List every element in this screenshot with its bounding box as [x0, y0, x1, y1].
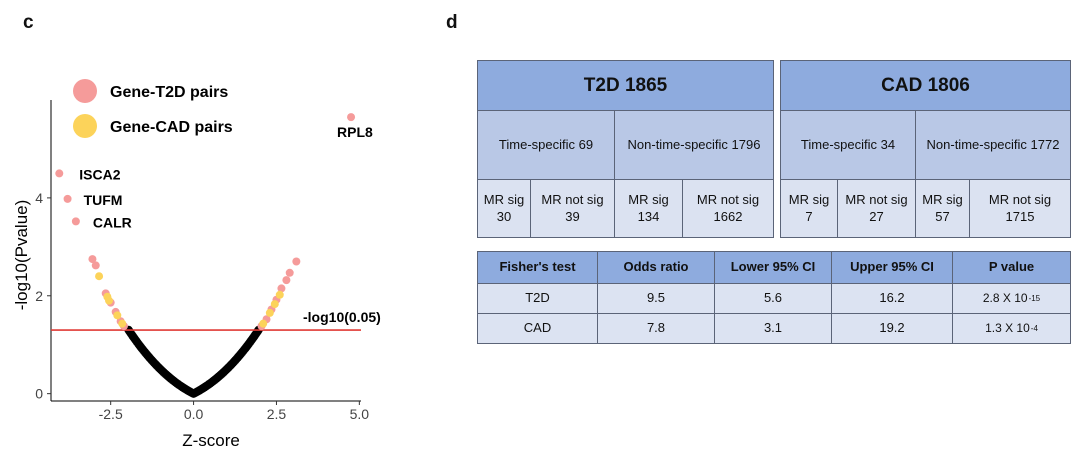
fisher-t2d-pvalue-base: 2.8 X 10: [982, 291, 1028, 305]
panel-label-c: c: [23, 12, 34, 33]
t2d-non-time-specific: Non-time-specific 1796: [614, 110, 774, 180]
cad-table: CAD 1806 Time-specific 34 Non-time-speci…: [780, 60, 1071, 238]
cad-nts-mr-sig: MR sig 57: [915, 179, 970, 238]
labeled-point: [347, 113, 356, 122]
t2d-point: [285, 268, 294, 277]
x-tick-label: 2.5: [267, 406, 287, 422]
t2d-table: T2D 1865 Time-specific 69 Non-time-speci…: [477, 60, 774, 238]
point-label: RPL8: [337, 124, 373, 140]
cad-point: [118, 319, 127, 328]
t2d-nts-mr-not-sig: MR not sig 1662: [682, 179, 774, 238]
cad-nts-mr-not-sig: MR not sig 1715: [969, 179, 1071, 238]
fisher-cad-pvalue-base: 1.3 X 10: [985, 321, 1030, 335]
fisher-header-lower: Lower 95% CI: [714, 251, 832, 284]
cad-point: [105, 296, 114, 305]
volcano-plot: -2.5 0.0 2.5 5.0 0 2 4 Z-score -log10(Pvalue) -lo…: [12, 79, 381, 450]
cad-non-time-specific: Non-time-specific 1772: [915, 110, 1071, 180]
threshold-label: -log10(0.05): [303, 309, 381, 325]
fisher-cad-test: CAD: [477, 313, 598, 344]
fisher-t2d-test: T2D: [477, 283, 598, 314]
y-tick-label: 0: [35, 386, 43, 402]
legend-label: Gene-T2D pairs: [110, 84, 228, 101]
t2d-title: T2D 1865: [477, 60, 774, 111]
labeled-point: [71, 217, 80, 226]
fisher-header-test: Fisher's test: [477, 251, 598, 284]
fisher-header-pvalue: P value: [952, 251, 1071, 284]
cad-point: [265, 308, 274, 317]
fisher-t2d-odds: 9.5: [597, 283, 715, 314]
t2d-point: [277, 284, 286, 293]
fisher-t2d-pvalue-exp: -15: [1028, 293, 1041, 303]
cad-point: [270, 300, 279, 309]
x-tick-label: -2.5: [99, 406, 123, 422]
fisher-cad-pvalue: 1.3 X 10 -4: [952, 313, 1071, 344]
point-label: TUFM: [84, 192, 123, 208]
fisher-t2d-pvalue: 2.8 X 10 -15: [952, 283, 1071, 314]
fisher-cad-lower: 3.1: [714, 313, 832, 344]
t2d-point: [91, 261, 100, 270]
t2d-ts-mr-sig: MR sig 30: [477, 179, 531, 238]
y-axis-label: -log10(Pvalue): [12, 200, 31, 311]
legend-label: Gene-CAD pairs: [110, 119, 233, 136]
cad-point: [275, 290, 284, 299]
point-label: ISCA2: [79, 166, 120, 182]
t2d-point: [292, 257, 301, 266]
fisher-t2d-lower: 5.6: [714, 283, 832, 314]
t2d-point: [88, 255, 97, 264]
cad-title: CAD 1806: [780, 60, 1071, 111]
labeled-point: [55, 169, 64, 178]
cad-ts-mr-not-sig: MR not sig 27: [837, 179, 916, 238]
panel-label-d: d: [446, 12, 458, 33]
x-tick-label: 0.0: [184, 406, 204, 422]
fisher-cad-upper: 19.2: [831, 313, 953, 344]
cad-point: [113, 311, 122, 320]
fisher-cad-odds: 7.8: [597, 313, 715, 344]
legend-swatch: [73, 79, 97, 103]
fisher-header-upper: Upper 95% CI: [831, 251, 953, 284]
y-tick-label: 2: [35, 288, 43, 304]
point-label: CALR: [93, 214, 132, 230]
legend-swatch: [73, 114, 97, 138]
t2d-point: [282, 276, 291, 285]
cad-ts-mr-sig: MR sig 7: [780, 179, 838, 238]
x-axis-label: Z-score: [182, 431, 240, 450]
cad-time-specific: Time-specific 34: [780, 110, 916, 180]
cad-point: [95, 272, 104, 281]
labeled-point: [63, 194, 72, 203]
t2d-time-specific: Time-specific 69: [477, 110, 615, 180]
y-tick-label: 4: [35, 190, 43, 206]
t2d-nts-mr-sig: MR sig 134: [614, 179, 683, 238]
x-tick-label: 5.0: [350, 406, 370, 422]
fisher-cad-pvalue-exp: -4: [1030, 323, 1038, 333]
fisher-t2d-upper: 16.2: [831, 283, 953, 314]
t2d-ts-mr-not-sig: MR not sig 39: [530, 179, 615, 238]
fisher-table: Fisher's test Odds ratio Lower 95% CI Up…: [477, 251, 1071, 344]
fisher-header-odds: Odds ratio: [597, 251, 715, 284]
cad-point: [259, 319, 268, 328]
